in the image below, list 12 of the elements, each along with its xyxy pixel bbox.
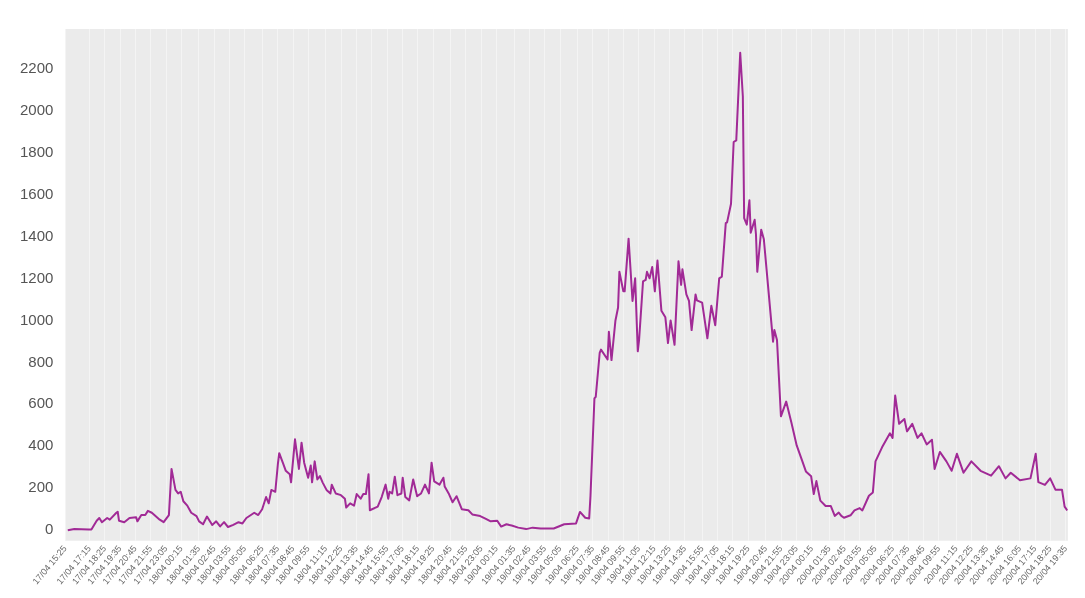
y-tick-label: 1600 [19, 184, 54, 202]
y-tick-label: 1000 [19, 310, 54, 328]
y-tick-label: 0 [45, 520, 54, 538]
y-tick-label: 1200 [19, 268, 54, 286]
y-tick-label: 800 [28, 352, 54, 370]
y-tick-label: 400 [28, 436, 54, 454]
y-tick-label: 2000 [19, 100, 54, 118]
y-tick-label: 600 [28, 394, 54, 412]
y-tick-label: 1800 [19, 142, 54, 160]
y-tick-label: 2200 [19, 58, 54, 76]
y-tick-label: 200 [28, 478, 54, 496]
y-tick-label: 1400 [19, 226, 54, 244]
